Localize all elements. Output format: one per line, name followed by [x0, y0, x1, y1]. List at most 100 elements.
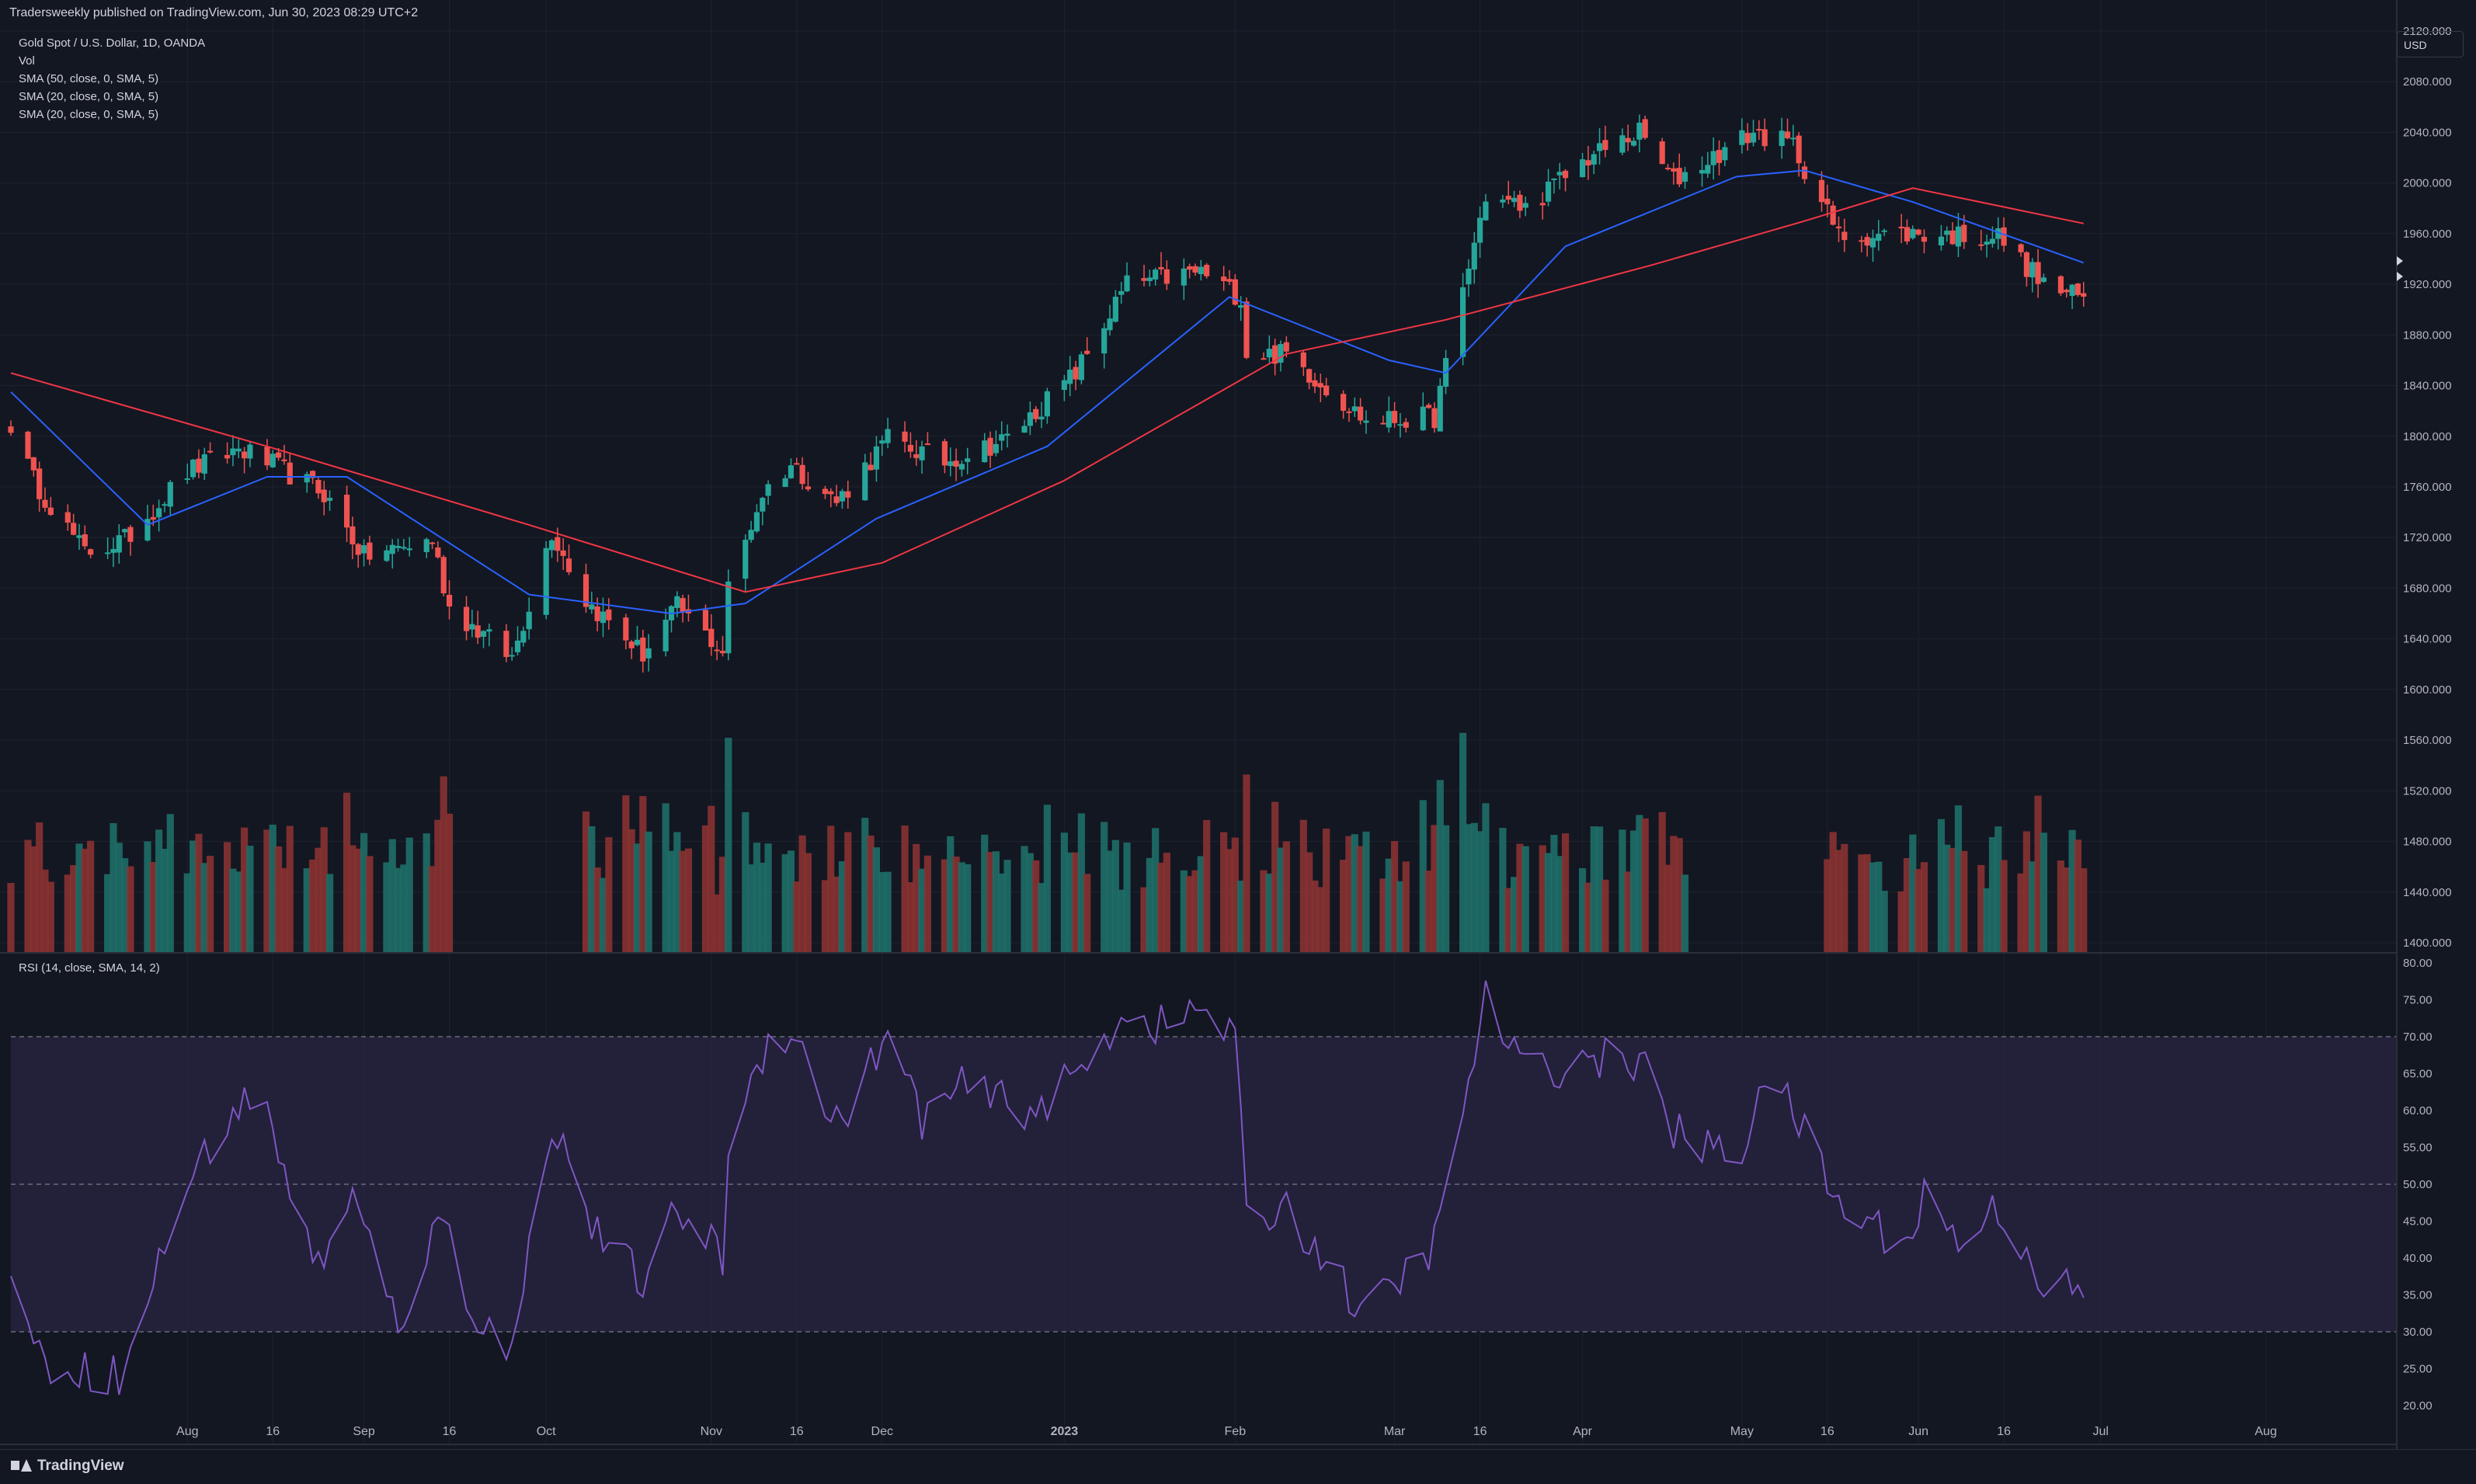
candle-body	[1027, 412, 1033, 426]
legend-sma-50[interactable]: SMA (50, close, 0, SMA, 5)	[19, 72, 159, 85]
candle-body	[1272, 345, 1278, 364]
legend-symbol[interactable]: Gold Spot / U.S. Dollar, 1D, OANDA	[19, 36, 206, 50]
candle-body	[2064, 290, 2070, 293]
price-marker-icon	[2397, 256, 2403, 266]
volume-bar	[190, 840, 197, 952]
candle-body	[1949, 230, 1956, 245]
candle-body	[360, 545, 367, 554]
candle-body	[1067, 369, 1073, 384]
volume-bar	[1556, 856, 1563, 952]
rsi-line	[10, 980, 2085, 1395]
volume-bar	[200, 863, 208, 952]
candle-body	[1830, 205, 1836, 225]
rsi-legend[interactable]: RSI (14, close, SMA, 14, 2)	[19, 961, 160, 975]
candle-body	[845, 491, 851, 498]
time-tick-label: Aug	[176, 1425, 198, 1438]
volume-bar	[1379, 878, 1387, 952]
volume-bar	[918, 868, 926, 952]
volume-bar	[701, 825, 710, 952]
volume-bar	[1834, 850, 1843, 952]
legend-sma-20-b[interactable]: SMA (20, close, 0, SMA, 5)	[19, 108, 159, 121]
candle-body	[1380, 422, 1386, 425]
tradingview-logo-icon	[11, 1459, 32, 1473]
candle-body	[1261, 358, 1267, 360]
volume-bar	[1003, 860, 1011, 952]
volume-bar	[1277, 847, 1285, 952]
candle-body	[326, 498, 333, 501]
candle-body	[264, 447, 270, 466]
volume-bar	[161, 848, 169, 952]
candle-body	[201, 454, 207, 474]
candle-body	[1500, 199, 1506, 203]
candle-body	[1044, 391, 1050, 417]
candle-body	[88, 549, 94, 555]
volume-bar	[2080, 868, 2088, 952]
candle-body	[1756, 129, 1762, 131]
tradingview-brand[interactable]: TradingView	[11, 1458, 124, 1475]
legend-volume[interactable]: Vol	[19, 54, 35, 68]
candle-body	[1278, 343, 1284, 363]
volume-bar	[1311, 880, 1319, 952]
currency-button[interactable]: USD	[2397, 31, 2464, 57]
candle-body	[680, 598, 686, 613]
volume-bar	[1943, 844, 1951, 952]
candle-body	[144, 519, 151, 541]
volume-bar	[941, 859, 948, 952]
candle-body	[543, 547, 549, 615]
candle-body	[1061, 380, 1067, 391]
volume-bar	[1675, 838, 1683, 952]
rsi-tick-label: 50.00	[2403, 1178, 2433, 1191]
volume-bar	[833, 876, 840, 952]
brand-label: TradingView	[37, 1458, 124, 1474]
candle-body	[230, 448, 236, 456]
candle-body	[509, 655, 515, 657]
volume-bar	[423, 833, 430, 952]
volume-bar	[1664, 864, 1672, 952]
time-tick-label: 2023	[1051, 1425, 1079, 1438]
candle-body	[2081, 293, 2087, 297]
candle-body	[1187, 266, 1193, 270]
price-tick-label: 1640.000	[2403, 633, 2452, 646]
volume-bar	[224, 842, 231, 952]
candle-body	[469, 624, 475, 630]
volume-bar	[241, 827, 249, 952]
volume-bar	[1960, 850, 1968, 952]
time-tick-label: 16	[1997, 1425, 2011, 1438]
volume-bar	[1624, 871, 1632, 952]
legend-sma-20[interactable]: SMA (20, close, 0, SMA, 5)	[19, 90, 159, 103]
candle-body	[1898, 226, 1904, 229]
candle-body	[1300, 352, 1306, 367]
candle-body	[565, 558, 572, 572]
volume-bar	[1243, 774, 1250, 952]
volume-bar	[75, 843, 83, 952]
candle-body	[1397, 424, 1403, 426]
volume-bar	[235, 871, 242, 952]
volume-bar	[70, 865, 78, 952]
chart-canvas[interactable]: 1400.000 1440.000 1480.000 1520.000 1560.000…	[0, 0, 2476, 1449]
candle-body	[1835, 226, 1842, 229]
time-tick-label: May	[1730, 1425, 1754, 1438]
candle-body	[486, 629, 492, 632]
rsi-tick-label: 30.00	[2403, 1326, 2433, 1339]
price-tick-label: 1920.000	[2403, 278, 2452, 291]
candle-body	[1619, 135, 1626, 153]
volume-bar	[906, 882, 915, 952]
volume-bar	[787, 850, 795, 952]
candle-body	[503, 631, 509, 658]
volume-bar	[821, 880, 829, 952]
volume-bar	[400, 864, 408, 952]
volume-bar	[286, 825, 294, 952]
volume-bar	[394, 867, 402, 952]
candle-body	[423, 539, 429, 552]
volume-bar	[673, 832, 681, 952]
candle-body	[127, 527, 134, 542]
time-tick-label: 16	[1473, 1425, 1487, 1438]
candle-body	[634, 639, 641, 645]
publisher-header: Tradersweekly published on TradingView.c…	[9, 6, 419, 19]
volume-bar	[1476, 831, 1484, 952]
candle-body	[1562, 170, 1569, 179]
candle-body	[2018, 244, 2024, 252]
volume-bar	[1510, 877, 1518, 952]
price-tick-label: 1560.000	[2403, 734, 2452, 747]
candle-body	[1938, 236, 1945, 246]
